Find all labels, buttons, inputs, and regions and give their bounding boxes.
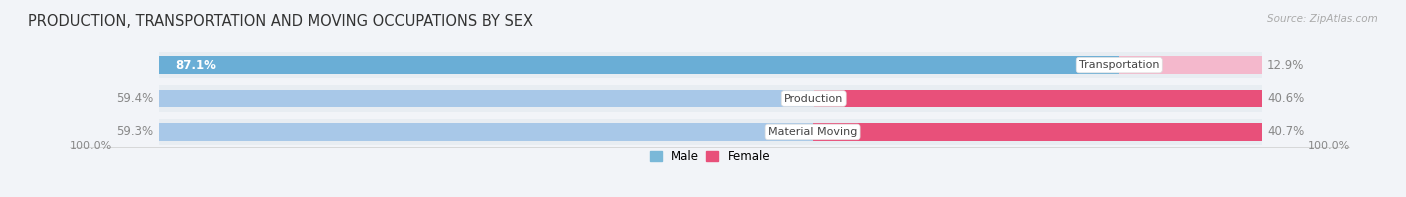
Text: Production: Production xyxy=(785,94,844,103)
Bar xyxy=(159,85,1261,112)
Text: PRODUCTION, TRANSPORTATION AND MOVING OCCUPATIONS BY SEX: PRODUCTION, TRANSPORTATION AND MOVING OC… xyxy=(28,14,533,29)
Text: 59.4%: 59.4% xyxy=(115,92,153,105)
Text: Transportation: Transportation xyxy=(1078,60,1160,70)
Legend: Male, Female: Male, Female xyxy=(645,145,775,168)
Bar xyxy=(159,90,814,107)
Bar xyxy=(159,56,1119,74)
Text: Material Moving: Material Moving xyxy=(768,127,858,137)
Bar xyxy=(159,119,1261,145)
Text: 59.3%: 59.3% xyxy=(115,125,153,138)
Bar xyxy=(814,90,1261,107)
Bar xyxy=(159,52,1261,78)
Bar xyxy=(159,123,813,141)
Text: Source: ZipAtlas.com: Source: ZipAtlas.com xyxy=(1267,14,1378,24)
Text: 87.1%: 87.1% xyxy=(176,59,217,72)
Bar xyxy=(813,123,1261,141)
Text: 12.9%: 12.9% xyxy=(1267,59,1305,72)
Text: 100.0%: 100.0% xyxy=(70,141,112,151)
Text: 40.7%: 40.7% xyxy=(1267,125,1305,138)
Bar xyxy=(1119,56,1261,74)
Text: 100.0%: 100.0% xyxy=(1308,141,1350,151)
Text: 40.6%: 40.6% xyxy=(1267,92,1305,105)
